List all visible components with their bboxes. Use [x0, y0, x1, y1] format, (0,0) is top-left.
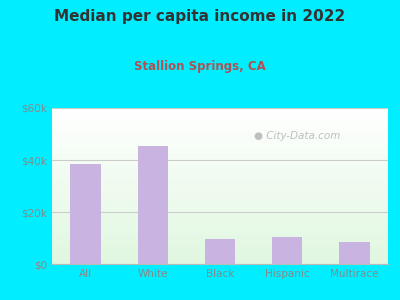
- Bar: [205, 239, 235, 264]
- Text: ● City-Data.com: ● City-Data.com: [254, 131, 340, 141]
- Bar: [339, 242, 370, 264]
- Bar: [138, 146, 168, 264]
- Text: Stallion Springs, CA: Stallion Springs, CA: [134, 60, 266, 73]
- Bar: [70, 164, 101, 264]
- Bar: [272, 237, 302, 264]
- Text: Median per capita income in 2022: Median per capita income in 2022: [54, 9, 346, 24]
